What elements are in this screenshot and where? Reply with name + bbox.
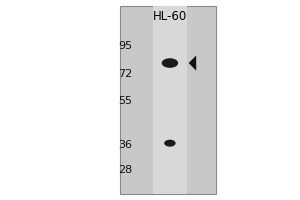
Text: HL-60: HL-60	[153, 9, 187, 22]
Ellipse shape	[162, 58, 178, 68]
Text: 72: 72	[118, 69, 132, 79]
Text: 36: 36	[118, 140, 132, 150]
Text: 55: 55	[118, 96, 132, 106]
Polygon shape	[189, 55, 196, 71]
Bar	[153, 6, 187, 194]
Text: 28: 28	[118, 165, 132, 175]
Text: 95: 95	[118, 41, 132, 51]
Ellipse shape	[164, 140, 176, 147]
Bar	[120, 6, 216, 194]
